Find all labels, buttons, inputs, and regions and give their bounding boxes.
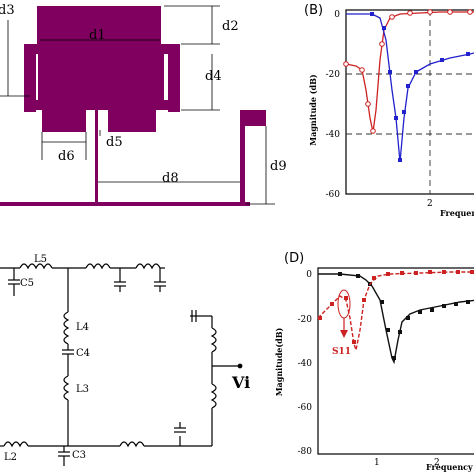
inductor-top-right (135, 263, 161, 270)
label-vi: Vi (231, 373, 250, 392)
inductor-right-upper (210, 327, 217, 353)
frame-bottom (24, 100, 180, 110)
panel-d-ytick-2: -40 (298, 359, 313, 369)
label-c4: C4 (76, 348, 90, 359)
response-panel-b: (B) Magnitude (dB) Frequency (GHz) 0 -20… (304, 3, 474, 218)
label-d6: d6 (58, 149, 75, 164)
circuit-panel-c (0, 263, 243, 466)
label-d5: d5 (106, 135, 123, 150)
frame-top (24, 44, 180, 54)
inductor-l4 (63, 311, 70, 345)
panel-b-ytick-0: 0 (334, 10, 340, 20)
panel-d-ylabel: Magnitude(dB) (274, 327, 284, 396)
label-l4: L4 (76, 322, 89, 333)
label-d1: d1 (89, 28, 106, 43)
frame-left (24, 44, 36, 112)
inductor-bottom-mid (119, 441, 145, 448)
label-c5: C5 (20, 278, 34, 289)
layout-panel: d1 d2 d3 d4 d5 d6 d8 d9 (0, 3, 287, 206)
panel-d-xlabel: Frequency (GHz) (426, 462, 474, 472)
panel-b-ytick-3: -60 (326, 190, 341, 200)
inductor-l5 (19, 263, 53, 270)
ground-line (0, 202, 250, 206)
panel-d-ytick-4: -80 (298, 447, 313, 457)
label-d9: d9 (270, 159, 287, 174)
label-d4: d4 (205, 69, 222, 84)
panel-d-xtick-0: 1 (374, 458, 380, 468)
label-d3: d3 (0, 3, 15, 18)
panel-b-ytick-1: -20 (326, 70, 341, 80)
right-stub (108, 110, 156, 132)
label-d8: d8 (162, 171, 179, 186)
panel-d-ytick-1: -20 (298, 315, 313, 325)
inductor-l3 (63, 375, 70, 401)
inductor-l2 (3, 441, 29, 448)
feed-line (95, 96, 98, 204)
panel-b-red-curve (345, 11, 474, 133)
label-l2: L2 (4, 452, 17, 463)
inner-pad (38, 54, 164, 100)
frame-right (168, 44, 180, 112)
left-stub (42, 110, 86, 132)
panel-b-axes (345, 9, 474, 195)
inductor-top-mid (85, 263, 111, 270)
response-panel-d: (D) Magnitude(dB) Frequency (GHz) 0 -20 … (274, 251, 474, 472)
label-c3: C3 (72, 450, 86, 461)
panel-d-axes (317, 267, 474, 455)
panel-b-ylabel: Magnitude (dB) (308, 74, 318, 146)
label-l5: L5 (34, 254, 47, 265)
panel-d-ytick-0: 0 (306, 270, 312, 280)
panel-d-ytick-3: -60 (298, 403, 313, 413)
inductor-right-lower (210, 383, 217, 409)
right-post (240, 112, 245, 204)
circuit-labels: L5 C5 L4 C4 L3 L2 C3 Vi (4, 254, 250, 463)
panel-d-label: (D) (284, 251, 304, 266)
s11-ellipse (337, 289, 351, 319)
panel-d-xtick-1: 2 (434, 458, 440, 468)
panel-b-label: (B) (304, 3, 323, 18)
panel-b-xtick-0: 2 (427, 199, 433, 209)
s11-label: S11 (332, 347, 351, 357)
panel-d-red-curve (317, 271, 474, 353)
right-cap (240, 110, 266, 126)
panel-b-ytick-2: -40 (326, 130, 341, 140)
label-l3: L3 (76, 384, 89, 395)
label-d2: d2 (222, 19, 239, 34)
top-patch (37, 6, 161, 46)
panel-b-xlabel: Frequency (GHz) (440, 208, 474, 218)
